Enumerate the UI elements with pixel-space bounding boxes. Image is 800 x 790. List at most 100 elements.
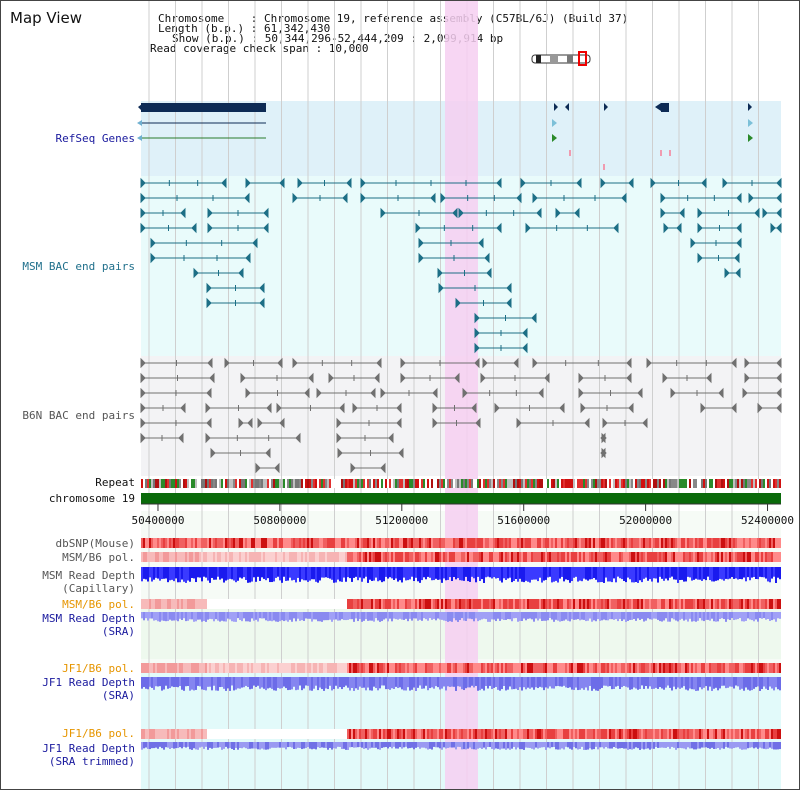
polymorphism-cell: [229, 538, 231, 548]
jf1-b6-pol-label-2[interactable]: JF1/B6 pol.: [62, 727, 135, 740]
polymorphism-cell: [451, 729, 453, 739]
polymorphism-cell: [171, 599, 173, 609]
polymorphism-cell: [631, 552, 633, 562]
depth-bar: [711, 567, 713, 582]
repeat-segment: [671, 479, 673, 488]
jf1-depth-trim-label[interactable]: JF1 Read Depth: [42, 742, 135, 755]
polymorphism-cell: [345, 729, 347, 739]
depth-bar: [245, 742, 247, 749]
msm-bac-end-pairs[interactable]: [140, 177, 782, 354]
b6n-bac-label[interactable]: B6N BAC end pairs: [22, 409, 135, 422]
polymorphism-cell: [225, 729, 227, 739]
polymorphism-cell: [385, 599, 387, 609]
polymorphism-cell: [285, 729, 287, 739]
bac-end-marker: [396, 402, 402, 414]
chromosome-bar[interactable]: [141, 493, 781, 504]
variation-tracks[interactable]: [141, 538, 781, 739]
bac-end-marker: [316, 387, 322, 399]
refseq-label[interactable]: RefSeq Genes: [56, 132, 135, 145]
depth-bar: [299, 677, 301, 686]
bac-end-marker: [455, 297, 461, 309]
polymorphism-cell: [199, 599, 201, 609]
polymorphism-cell: [293, 729, 295, 739]
polymorphism-cell: [649, 538, 651, 548]
polymorphism-cell: [401, 729, 403, 739]
polymorphism-cell: [285, 552, 287, 562]
dbsnp-label[interactable]: dbSNP(Mouse): [56, 537, 135, 550]
polymorphism-cell: [199, 663, 201, 673]
depth-bar: [689, 612, 691, 619]
depth-bar: [319, 612, 321, 622]
depth-bar: [323, 742, 325, 748]
msm-b6-pol-label-2[interactable]: MSM/B6 pol.: [62, 598, 135, 611]
polymorphism-cell: [661, 599, 663, 609]
refseq-genes[interactable]: [137, 103, 753, 170]
polymorphism-cell: [195, 729, 197, 739]
depth-bar: [275, 742, 277, 748]
chromosome-ideogram-icon[interactable]: [531, 51, 591, 66]
polymorphism-cell: [365, 729, 367, 739]
msm-b6-pol-label-1[interactable]: MSM/B6 pol.: [62, 551, 135, 564]
depth-bar: [197, 742, 199, 750]
depth-bar: [159, 567, 161, 581]
polymorphism-cell: [445, 729, 447, 739]
depth-bar: [659, 677, 661, 688]
polymorphism-cell: [553, 729, 555, 739]
bac-end-marker: [140, 432, 146, 444]
read-depth-tracks[interactable]: [141, 567, 781, 750]
polymorphism-cell: [717, 552, 719, 562]
polymorphism-cell: [635, 552, 637, 562]
depth-bar: [381, 677, 383, 686]
polymorphism-cell: [459, 729, 461, 739]
repeat-segment: [499, 479, 501, 488]
polymorphism-cell: [177, 663, 179, 673]
bac-end-marker: [718, 387, 724, 399]
depth-bar: [167, 677, 169, 689]
depth-bar: [505, 677, 507, 691]
polymorphism-cell: [575, 729, 577, 739]
polymorphism-cell: [771, 538, 773, 548]
depth-bar: [603, 567, 605, 583]
depth-bar: [175, 612, 177, 621]
repeat-segment: [443, 479, 445, 488]
depth-bar: [539, 677, 541, 687]
depth-bar: [435, 612, 437, 621]
polymorphism-cell: [507, 552, 509, 562]
polymorphism-cell: [165, 538, 167, 548]
selection-highlight[interactable]: [445, 1, 478, 789]
polymorphism-cell: [337, 552, 339, 562]
polymorphism-cell: [717, 599, 719, 609]
depth-bar: [531, 677, 533, 688]
axis-tick-label: 52000000: [619, 514, 672, 527]
polymorphism-cell: [601, 552, 603, 562]
depth-bar: [381, 567, 383, 583]
polymorphism-cell: [719, 599, 721, 609]
repeat-segment: [741, 479, 743, 488]
repeat-segment: [399, 479, 401, 488]
polymorphism-cell: [463, 663, 465, 673]
depth-bar: [311, 677, 313, 691]
depth-bar: [377, 742, 379, 750]
repeat-segment: [535, 479, 537, 488]
polymorphism-cell: [297, 729, 299, 739]
polymorphism-cell: [595, 663, 597, 673]
polymorphism-cell: [427, 552, 429, 562]
msm-depth-capillary-label[interactable]: MSM Read Depth: [42, 569, 135, 582]
polymorphism-cell: [401, 552, 403, 562]
jf1-b6-pol-label-1[interactable]: JF1/B6 pol.: [62, 662, 135, 675]
b6n-bac-end-pairs[interactable]: [140, 357, 782, 474]
depth-bar: [643, 742, 645, 750]
msm-depth-sra-label[interactable]: MSM Read Depth: [42, 612, 135, 625]
polymorphism-cell: [325, 538, 327, 548]
depth-bar: [555, 567, 557, 581]
depth-bar: [547, 742, 549, 748]
polymorphism-cell: [461, 599, 463, 609]
msm-bac-label[interactable]: MSM BAC end pairs: [22, 260, 135, 273]
polymorphism-cell: [649, 599, 651, 609]
jf1-depth-sra-label[interactable]: JF1 Read Depth: [42, 676, 135, 689]
polymorphism-cell: [677, 552, 679, 562]
repeat-track[interactable]: [141, 479, 781, 488]
polymorphism-cell: [227, 599, 229, 609]
polymorphism-cell: [619, 599, 621, 609]
